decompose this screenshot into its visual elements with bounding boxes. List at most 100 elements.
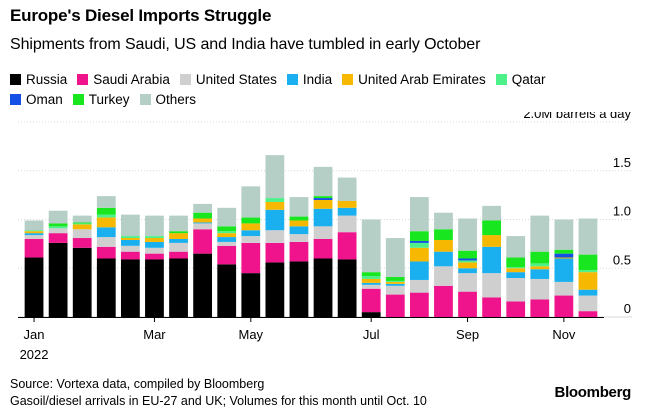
bar-segment-united-arab-emirates [265, 201, 285, 210]
bar-segment-united-states [48, 228, 68, 234]
bar-segment-saudi-arabia [241, 242, 261, 274]
bar-segment-qatar [530, 263, 550, 267]
bar-segment-others [337, 177, 357, 201]
bar-segment-qatar [24, 230, 44, 232]
bar-segment-qatar [458, 260, 477, 263]
legend-item-india: India [286, 70, 333, 89]
legend-label: Oman [26, 92, 63, 107]
bar-segment-others [458, 218, 477, 251]
bar-segment-russia [120, 259, 140, 317]
bar-segment-united-states [289, 234, 309, 242]
bar-segment-saudi-arabia [169, 251, 188, 259]
bar-segment-others [120, 214, 140, 237]
bar-segment-saudi-arabia [24, 239, 44, 258]
bar-segment-russia [24, 257, 44, 317]
legend-label: Others [155, 92, 197, 107]
bar-segment-qatar [96, 214, 116, 218]
bar-segment-qatar [217, 231, 237, 234]
bar-segment-others [48, 210, 68, 224]
bar-segment-others [145, 215, 164, 237]
bar-segment-united-arab-emirates [337, 200, 357, 208]
bar-segment-qatar [48, 226, 68, 229]
bar-segment-turkey [506, 257, 526, 268]
legend-item-others: Others [139, 90, 197, 109]
bar-segment-united-arab-emirates [120, 238, 140, 240]
chart-subtitle: Shipments from Saudi, US and India have … [10, 36, 481, 53]
bar-segment-united-states [120, 245, 140, 252]
legend-label: United Arab Emirates [358, 72, 486, 87]
bar-segment-turkey [385, 277, 405, 281]
bar-segment-saudi-arabia [482, 297, 502, 317]
bar-segment-united-states [265, 230, 285, 243]
bar-segment-saudi-arabia [578, 311, 598, 317]
legend-label: India [302, 72, 333, 87]
bar-segment-india [482, 246, 502, 274]
bar-segment-india [24, 233, 44, 236]
bar-segment-united-arab-emirates [530, 266, 550, 270]
bar-segment-qatar [385, 280, 405, 282]
bar-segment-saudi-arabia [530, 299, 550, 317]
bar-segment-india [578, 289, 598, 296]
bar-segment-india [313, 208, 333, 227]
bar-segment-united-arab-emirates [482, 235, 502, 247]
bar-segment-united-arab-emirates [24, 231, 44, 234]
bar-segment-united-arab-emirates [96, 217, 116, 228]
bar-segment-qatar [506, 267, 526, 269]
legend-label: Qatar [511, 72, 546, 87]
bar-segment-united-arab-emirates [361, 278, 381, 283]
bar-segment-qatar [145, 236, 164, 239]
bar-segment-saudi-arabia [145, 253, 164, 260]
legend-item-qatar: Qatar [495, 70, 546, 89]
bar-segment-oman [458, 258, 477, 261]
bar-segment-saudi-arabia [554, 295, 574, 317]
bar-segment-qatar [578, 270, 598, 273]
bar-segment-united-states [72, 229, 92, 239]
bar-segment-russia [265, 262, 285, 317]
bar-segment-qatar [361, 276, 381, 279]
y-tick-label: 2.0M barrels a day [523, 112, 631, 121]
bar-segment-india [217, 237, 237, 242]
bar-segment-others [265, 155, 285, 199]
bar-segment-turkey [289, 216, 309, 221]
bar-segment-turkey [578, 254, 598, 271]
bar-segment-qatar [409, 242, 429, 248]
y-tick-label: 1.5 [613, 155, 631, 170]
source-line-1: Source: Vortexa data, compiled by Bloomb… [10, 377, 265, 391]
bar-segment-turkey [72, 222, 92, 224]
bar-segment-united-arab-emirates [458, 262, 477, 269]
legend-swatch [139, 94, 151, 105]
bar-segment-qatar [120, 236, 140, 239]
bar-segment-united-arab-emirates [217, 233, 237, 238]
bar-segment-united-states [578, 295, 598, 312]
x-tick-label: Jul [363, 327, 380, 342]
legend-swatch [77, 74, 89, 85]
y-tick-label: 0 [624, 301, 631, 316]
bar-segment-india [506, 272, 526, 278]
bar-segment-oman [554, 253, 574, 258]
bar-segment-russia [145, 259, 164, 317]
legend-swatch [495, 74, 507, 85]
bar-segment-united-states [434, 266, 453, 286]
bar-segment-saudi-arabia [96, 246, 116, 259]
bar-segment-others [530, 215, 550, 252]
bar-segment-saudi-arabia [361, 288, 381, 313]
bar-segment-india [193, 222, 213, 224]
bar-segment-saudi-arabia [217, 245, 237, 265]
bar-segment-united-states [482, 273, 502, 298]
x-tick-label: Mar [143, 327, 166, 342]
bar-segment-turkey [217, 226, 237, 232]
bar-segment-russia [241, 273, 261, 317]
bar-segment-united-states [169, 242, 188, 252]
bar-segment-others [217, 207, 237, 227]
bar-segment-india [434, 251, 453, 267]
bar-segment-russia [72, 247, 92, 317]
bloomberg-logo: Bloomberg [554, 384, 632, 401]
bar-segment-united-states [241, 236, 261, 243]
bar-segment-others [506, 236, 526, 258]
bar-segment-india [385, 283, 405, 286]
bar-segment-united-arab-emirates [72, 224, 92, 230]
bar-segment-turkey [193, 212, 213, 219]
bar-segment-turkey [361, 272, 381, 277]
bar-segment-russia [193, 253, 213, 317]
bar-segment-others [241, 186, 261, 218]
